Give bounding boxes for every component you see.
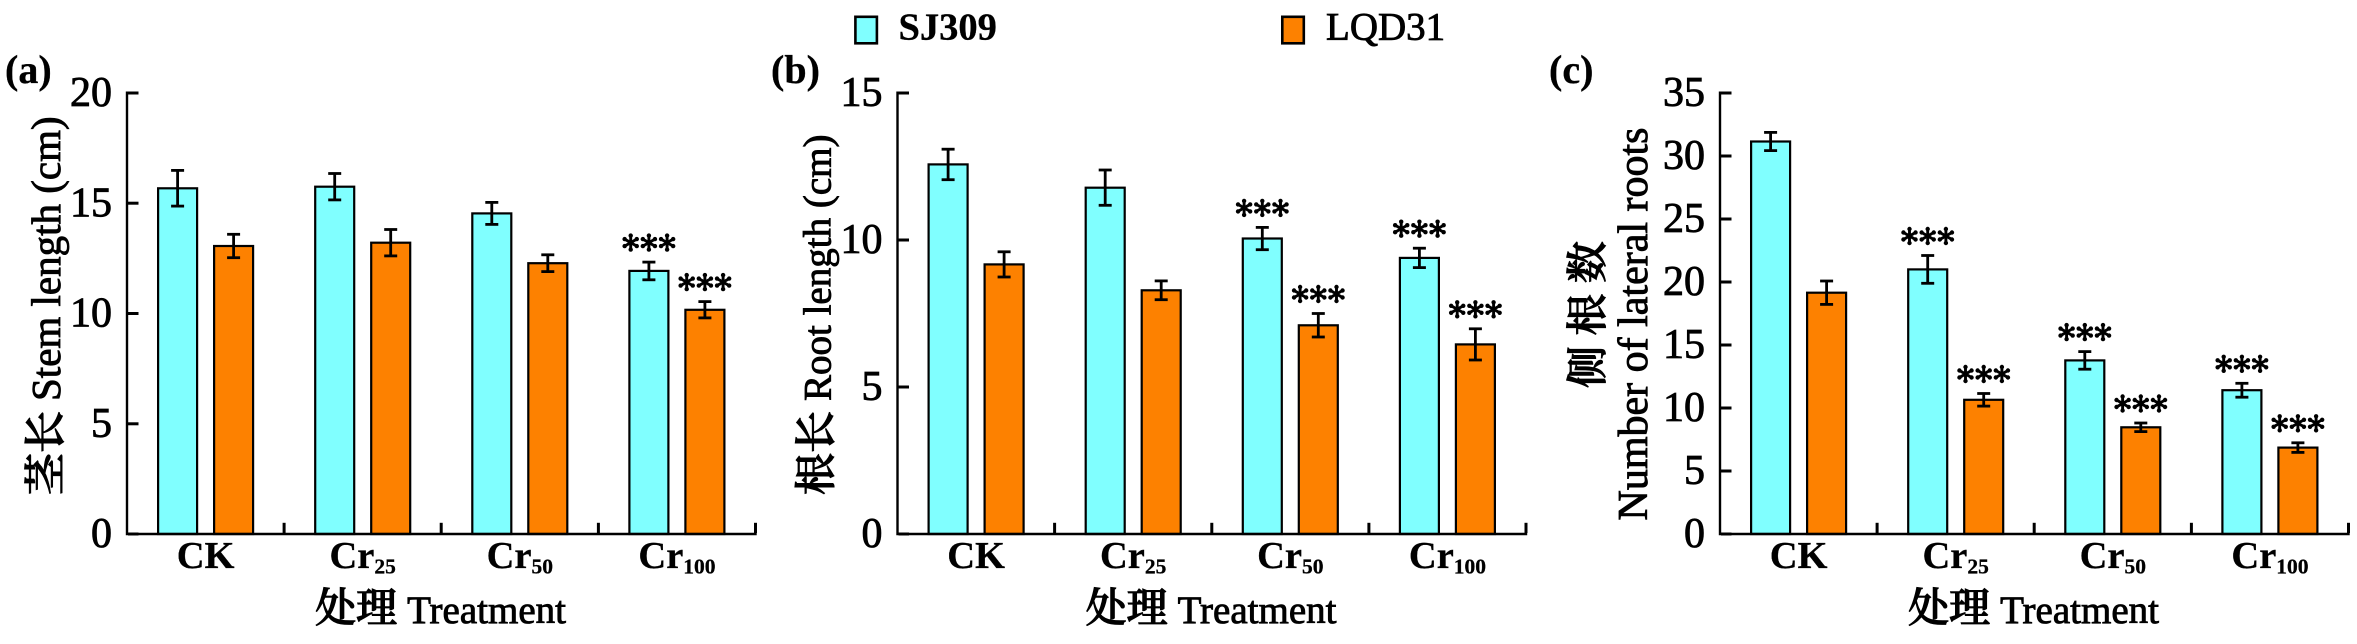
- svg-text:CK: CK: [177, 535, 235, 577]
- svg-text:SJ309: SJ309: [899, 7, 997, 49]
- svg-text:CK: CK: [947, 535, 1005, 577]
- svg-text:10: 10: [841, 217, 883, 263]
- svg-text:15: 15: [841, 70, 883, 116]
- svg-text:5: 5: [862, 364, 883, 410]
- svg-text:Cr50: Cr50: [1257, 535, 1323, 579]
- svg-text:0: 0: [1684, 511, 1705, 557]
- svg-text:5: 5: [91, 401, 112, 447]
- svg-text:15: 15: [70, 180, 112, 226]
- svg-text:20: 20: [70, 70, 112, 116]
- svg-text:15: 15: [1663, 322, 1705, 368]
- svg-text:10: 10: [70, 291, 112, 337]
- svg-text:CK: CK: [1770, 535, 1828, 577]
- svg-text:0: 0: [91, 511, 112, 557]
- svg-text:Number of lateral roots: Number of lateral roots: [1611, 127, 1657, 520]
- svg-text:5: 5: [1684, 448, 1705, 494]
- svg-text:(c): (c): [1549, 47, 1593, 92]
- svg-text:10: 10: [1663, 385, 1705, 431]
- svg-text:(a): (a): [5, 47, 52, 92]
- svg-text:Treatment: Treatment: [407, 589, 566, 632]
- svg-text:35: 35: [1663, 70, 1705, 116]
- svg-text:0: 0: [862, 511, 883, 557]
- svg-text:20: 20: [1663, 259, 1705, 305]
- svg-text:25: 25: [1663, 196, 1705, 242]
- svg-text:Cr25: Cr25: [1100, 535, 1166, 579]
- svg-text:Treatment: Treatment: [2000, 589, 2159, 632]
- svg-text:Root length (cm): Root length (cm): [797, 135, 840, 401]
- svg-text:Treatment: Treatment: [1178, 589, 1337, 632]
- svg-text:Stem length (cm): Stem length (cm): [23, 116, 69, 401]
- svg-text:LQD31: LQD31: [1326, 6, 1445, 49]
- svg-text:(b): (b): [771, 47, 820, 92]
- svg-text:30: 30: [1663, 133, 1705, 179]
